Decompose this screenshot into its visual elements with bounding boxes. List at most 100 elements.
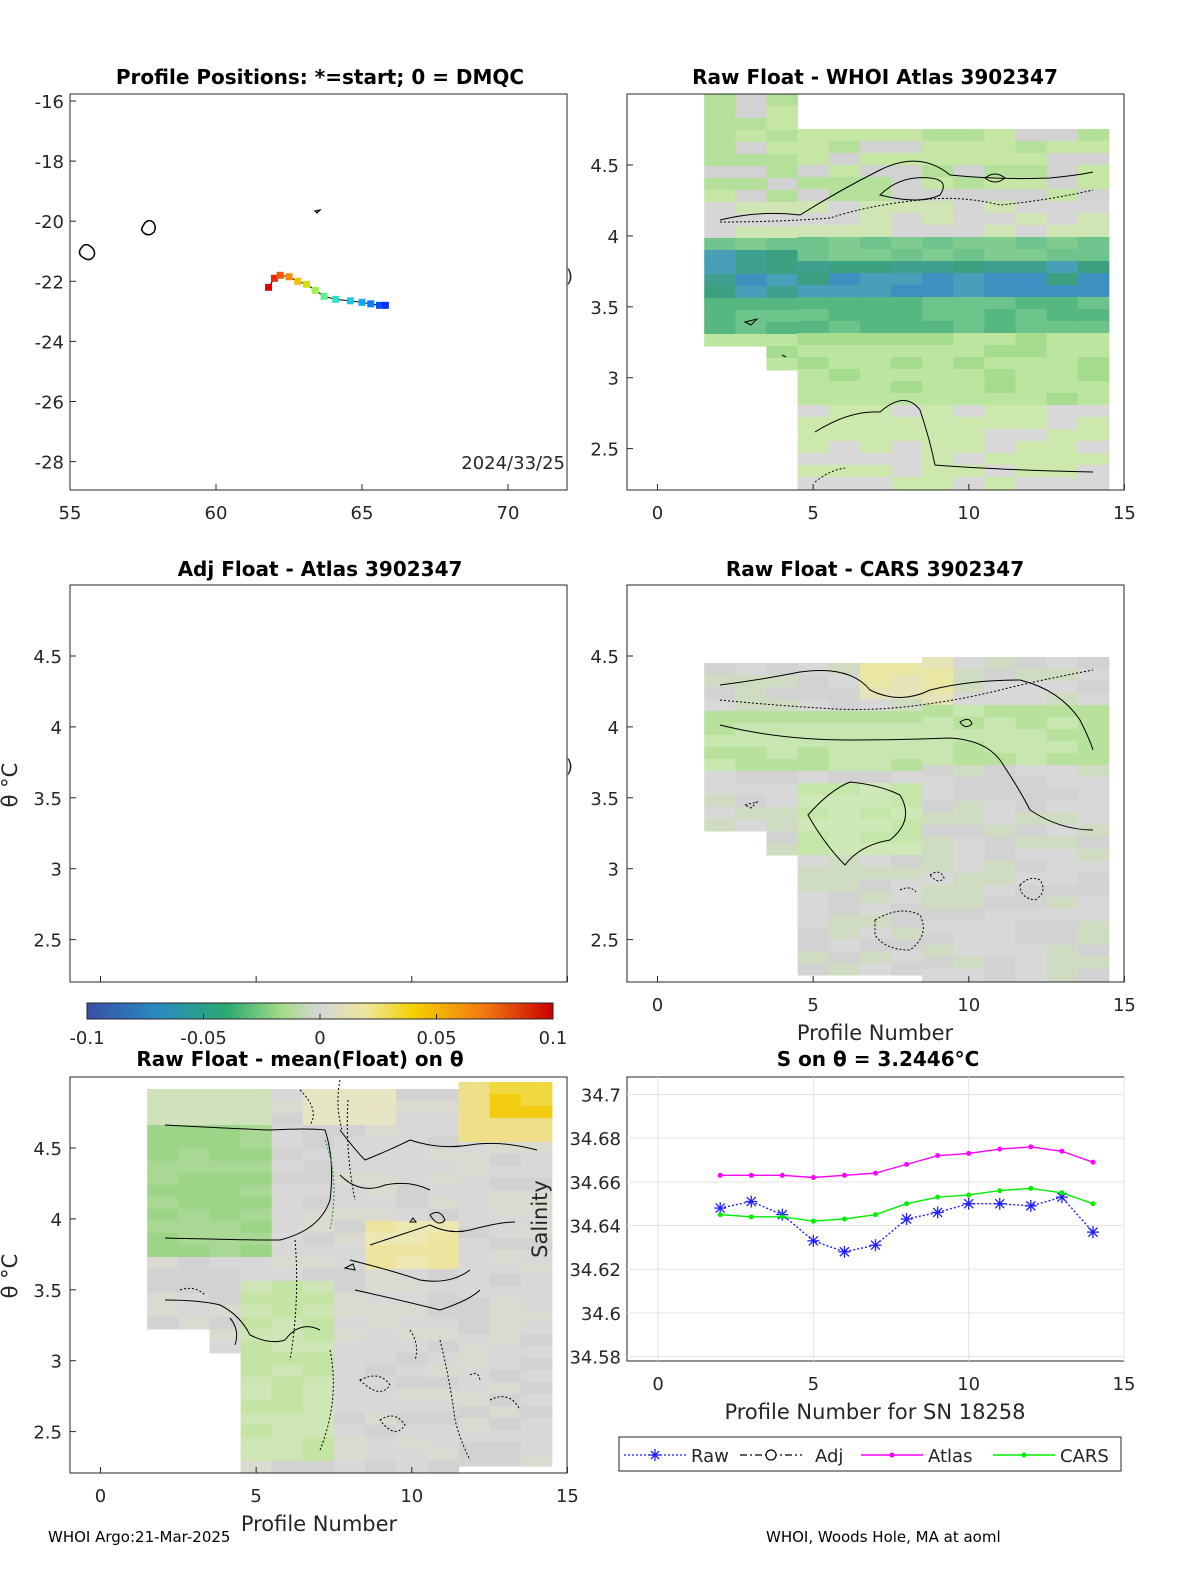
whoi-heat-cell	[1046, 141, 1079, 154]
cars-heat-cell	[1077, 669, 1110, 682]
mean-heat-cell	[520, 1250, 553, 1263]
adj-axes	[69, 584, 568, 983]
mean-heat-cell	[178, 1257, 210, 1270]
whoi-heat-cell	[766, 154, 799, 167]
mean-heat-cell	[396, 1209, 428, 1222]
mean-heat-cell	[427, 1329, 459, 1342]
cars-heat-cell	[1077, 717, 1110, 730]
salinity-point-raw	[869, 1239, 882, 1252]
mean-heat-cell	[271, 1461, 304, 1474]
colorbar: -0.1 -0.05 0 0.05 0.1	[69, 1002, 567, 1049]
cars-heat-cell	[984, 861, 1016, 874]
cars-heat-cell	[984, 657, 1016, 670]
cars-heat-cell	[828, 963, 861, 976]
whoi-ticks: 4.5 4 3.5 3 2.5 0 5 10 15	[590, 156, 1136, 524]
mean-heat-cell	[520, 1178, 553, 1191]
mean-heat-cell	[489, 1178, 522, 1191]
whoi-heat-cell	[922, 453, 954, 466]
cars-heat-cell	[922, 657, 954, 670]
mean-heat-cell	[489, 1118, 522, 1131]
mean-heat-cell	[458, 1298, 491, 1311]
whoi-heat-cell	[1077, 249, 1110, 262]
whoi-heat-cell	[1015, 237, 1048, 250]
cars-heat-cell	[984, 729, 1016, 742]
legend-atlas: Atlas	[861, 1446, 972, 1467]
cars-heat-cell	[797, 891, 830, 904]
whoi-heat-cell	[859, 129, 892, 142]
map-ytick-label: -28	[35, 453, 64, 474]
whoi-heat-cell	[766, 298, 799, 311]
mean-heat-cell	[489, 1346, 522, 1359]
mean-heat-cell	[271, 1353, 304, 1366]
mean-heat-cell	[520, 1166, 553, 1179]
cars-heat-cell	[797, 723, 830, 736]
adj-title: Adj Float - Atlas 3902347	[178, 557, 463, 581]
cars-heat-cell	[859, 723, 892, 736]
mean-heat-cell	[458, 1178, 491, 1191]
mean-ticks-xtick-label: 5	[250, 1486, 261, 1507]
whoi-heat-cell	[1046, 405, 1079, 418]
whoi-heat-cell	[704, 214, 736, 227]
mean-heat-cell	[333, 1317, 366, 1330]
cars-heat-cell	[1015, 765, 1048, 778]
mean-heat-cell	[396, 1137, 428, 1150]
cars-heat-cell	[1077, 801, 1110, 814]
salinity-point-atlas	[997, 1146, 1003, 1152]
mean-heat-cell	[427, 1353, 459, 1366]
cars-heat-cell	[953, 741, 985, 754]
whoi-heat-cell	[953, 201, 985, 214]
mean-heat-cell	[365, 1389, 397, 1402]
cars-heat-cell	[953, 669, 985, 682]
salinity-point-cars	[935, 1194, 941, 1200]
mean-heat-cell	[147, 1233, 179, 1246]
whoi-heat-cell	[766, 310, 799, 323]
whoi-heat-cell	[953, 309, 985, 322]
salinity-xtick-label: 5	[808, 1374, 819, 1395]
adj-ylabel: θ °C	[0, 763, 22, 808]
mean-heat-cell	[427, 1233, 459, 1246]
mean-heat-cell	[178, 1101, 210, 1114]
map-position-marker	[367, 300, 375, 308]
mean-heat-cell	[396, 1149, 428, 1162]
cars-heat-cell	[1046, 765, 1079, 778]
cars-heat-cell	[859, 831, 892, 844]
cars-heat-cell	[828, 735, 861, 748]
mean-heat-cell	[427, 1173, 459, 1186]
cars-heat-cell	[859, 963, 892, 976]
whoi-heat-cell	[953, 357, 985, 370]
mean-heat-cell	[147, 1101, 179, 1114]
whoi-heat-cell	[984, 261, 1016, 274]
whoi-heat-cell	[704, 286, 736, 299]
whoi-heat-cell	[859, 417, 892, 430]
cars-heat-cell	[859, 747, 892, 760]
cars-heat-cell	[1046, 813, 1079, 826]
salinity-xtick-label: 0	[652, 1374, 663, 1395]
cars-heat-cell	[1015, 885, 1048, 898]
whoi-ticks-ytick-label: 3	[608, 369, 619, 390]
cars-heat-cell	[704, 747, 736, 760]
whoi-heat-cell	[953, 345, 985, 358]
whoi-heat-cell	[984, 189, 1016, 202]
cars-ticks: 4.5 4 3.5 3 2.5 0 5 10 15	[590, 647, 1136, 1016]
mean-heat-cell	[240, 1113, 273, 1126]
whoi-heat-cell	[984, 297, 1016, 310]
cars-heat-cell	[1077, 957, 1110, 970]
mean-heat-cell	[489, 1394, 522, 1407]
whoi-heat-cell	[890, 213, 923, 226]
mean-heat-cell	[458, 1250, 491, 1263]
cars-heat-cell	[1015, 873, 1048, 886]
cars-heat-cell	[984, 741, 1016, 754]
whoi-heat-cell	[797, 381, 830, 394]
whoi-heat-cell	[953, 249, 985, 262]
salinity-lines	[714, 1144, 1099, 1258]
cars-heat-cell	[704, 819, 736, 832]
mean-heat-cell	[147, 1185, 179, 1198]
mean-ticks-ytick-label: 2.5	[33, 1423, 62, 1444]
whoi-heat-cell	[704, 238, 736, 251]
salinity-ticks: 0 5 10 15 34.7 34.68 34.66 34.64 34.62 34.6 34.58	[569, 1085, 1135, 1395]
mean-heat-cell	[458, 1322, 491, 1335]
salinity-point-atlas	[1028, 1144, 1034, 1150]
mean-heat-cell	[209, 1329, 242, 1342]
mean-heat-cell	[302, 1365, 335, 1378]
whoi-ticks-xtick-label: 15	[1113, 503, 1136, 524]
